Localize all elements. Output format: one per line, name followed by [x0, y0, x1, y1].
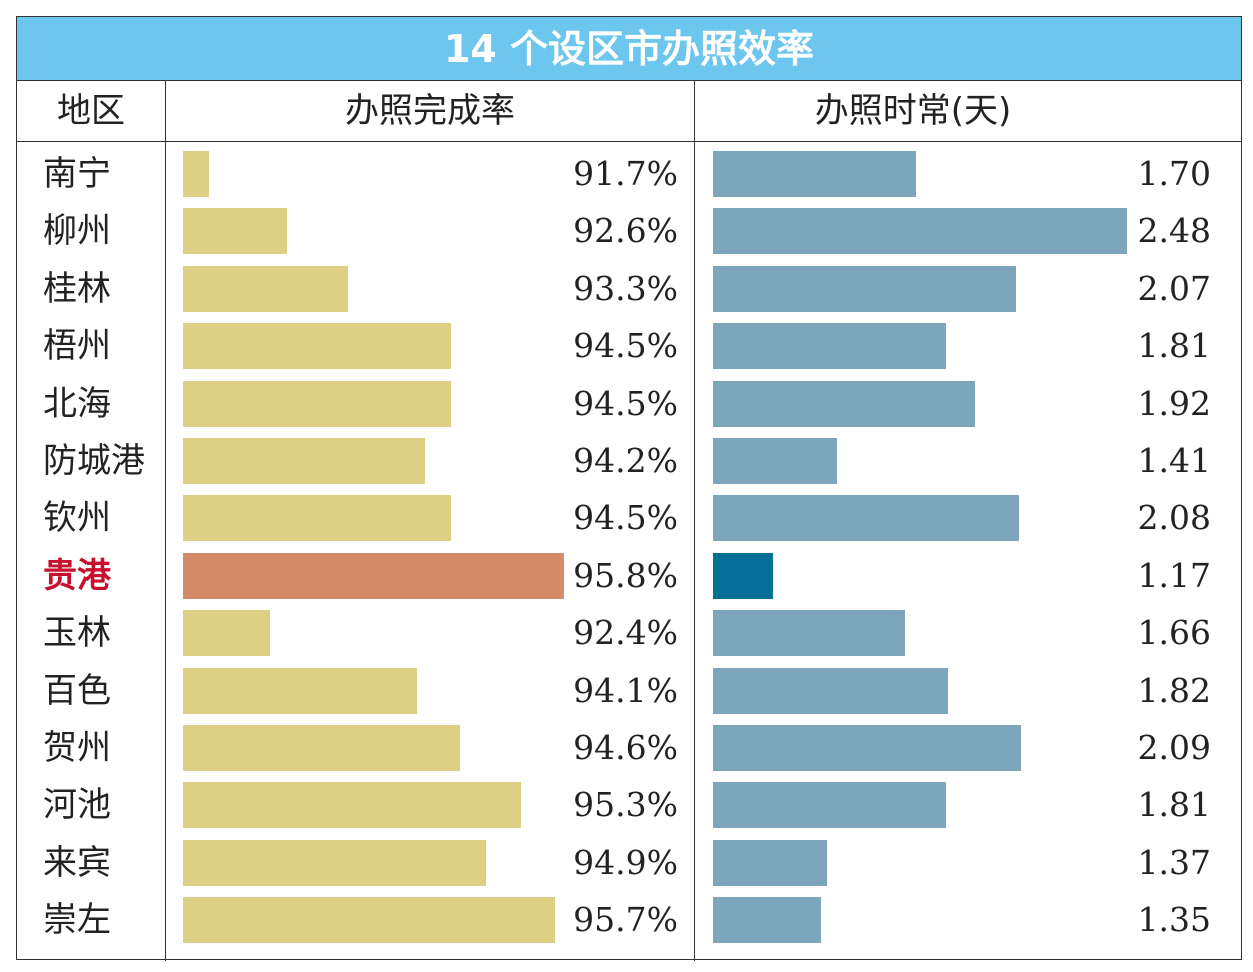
rate-value-label: 94.2%	[573, 441, 678, 480]
header-rate: 办照完成率	[345, 91, 515, 131]
region-label: 桂林	[43, 268, 111, 309]
region-label: 钦州	[43, 498, 111, 539]
rate-bar	[183, 495, 452, 542]
time-value-label: 2.48	[1137, 211, 1211, 251]
chart-frame: 14 个设区市办照效率 地区 办照完成率 办照时常(天) 南宁 91.7% 1.70…	[16, 16, 1242, 961]
time-value-label: 1.81	[1137, 326, 1211, 366]
region-label: 防城港	[43, 441, 145, 481]
rate-value-label: 95.3%	[573, 785, 678, 825]
rate-bar	[183, 552, 564, 599]
rate-value-label: 92.4%	[573, 613, 678, 653]
time-bar	[713, 897, 822, 944]
time-value-label: 1.81	[1137, 785, 1211, 825]
rate-bar	[183, 725, 461, 771]
region-label: 梧州	[43, 326, 111, 367]
rate-bar	[183, 265, 348, 312]
rate-bar	[183, 151, 209, 197]
time-bar	[713, 438, 838, 484]
rate-value-label: 92.6%	[573, 211, 678, 251]
time-value-label: 1.70	[1137, 154, 1211, 193]
time-value-label: 1.41	[1137, 441, 1211, 480]
time-value-label: 1.92	[1137, 383, 1211, 423]
rate-value-label: 94.1%	[573, 670, 678, 710]
region-label: 贺州	[43, 728, 111, 768]
region-label: 玉林	[43, 613, 111, 654]
time-bar	[713, 610, 906, 657]
rate-value-label: 95.8%	[573, 555, 678, 595]
time-bar	[713, 265, 1017, 312]
time-value-label: 2.07	[1137, 268, 1211, 308]
rate-bar	[183, 208, 287, 255]
rate-bar	[183, 782, 521, 829]
time-bar	[713, 552, 773, 599]
time-bar	[713, 782, 946, 829]
region-label: 崇左	[43, 900, 111, 941]
time-bar	[713, 323, 946, 370]
time-bar	[713, 667, 949, 714]
time-bar	[713, 839, 827, 886]
time-bar	[713, 208, 1127, 255]
header-time: 办照时常(天)	[814, 91, 1012, 131]
region-label: 北海	[43, 383, 111, 424]
time-value-label: 2.08	[1137, 498, 1211, 538]
rate-value-label: 94.9%	[573, 842, 678, 882]
column-divider-1	[165, 81, 166, 961]
region-label: 来宾	[43, 842, 111, 883]
region-label: 河池	[43, 785, 111, 826]
time-value-label: 2.09	[1137, 728, 1211, 767]
rate-value-label: 95.7%	[573, 900, 678, 940]
rate-value-label: 94.5%	[573, 326, 678, 366]
time-value-label: 1.17	[1137, 555, 1211, 595]
header-divider	[17, 141, 1241, 142]
region-label: 柳州	[43, 211, 111, 252]
rate-value-label: 94.5%	[573, 498, 678, 538]
rate-value-label: 91.7%	[573, 154, 678, 193]
time-bar	[713, 495, 1019, 542]
rate-bar	[183, 438, 426, 484]
rate-bar	[183, 380, 452, 427]
region-label: 贵港	[43, 555, 111, 596]
time-value-label: 1.37	[1137, 842, 1211, 882]
time-value-label: 1.82	[1137, 670, 1211, 710]
region-label: 百色	[43, 670, 111, 711]
rate-bar	[183, 839, 487, 886]
time-bar	[713, 151, 916, 197]
time-bar	[713, 380, 976, 427]
rate-bar	[183, 323, 452, 370]
rate-value-label: 94.5%	[573, 383, 678, 423]
time-value-label: 1.35	[1137, 900, 1211, 940]
column-divider-2	[694, 81, 695, 961]
chart-title: 14 个设区市办照效率	[17, 17, 1241, 81]
region-label: 南宁	[43, 154, 111, 194]
rate-bar	[183, 667, 417, 714]
header-region: 地区	[57, 91, 125, 131]
rate-value-label: 94.6%	[573, 728, 678, 767]
time-value-label: 1.66	[1137, 613, 1211, 653]
rate-value-label: 93.3%	[573, 268, 678, 308]
time-bar	[713, 725, 1022, 771]
rate-bar	[183, 897, 556, 944]
rate-bar	[183, 610, 270, 657]
